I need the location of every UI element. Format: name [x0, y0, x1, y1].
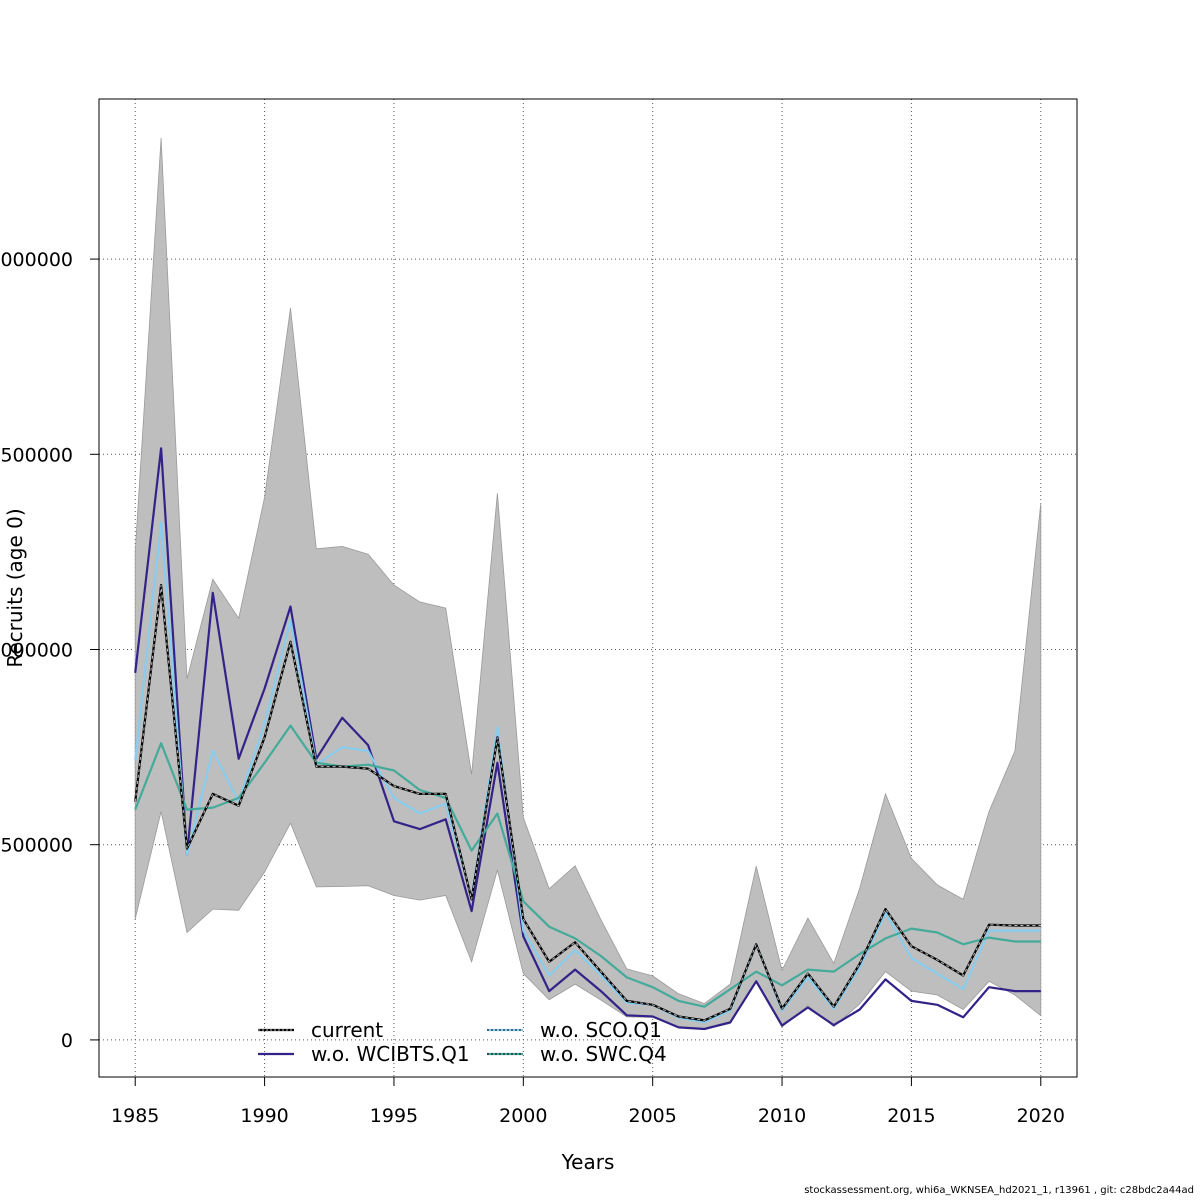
- y-tick-label: 1500000: [0, 444, 73, 466]
- y-tick-label: 1000000: [0, 639, 73, 661]
- legend-label-w-o-wcibts-q1: w.o. WCIBTS.Q1: [311, 1042, 470, 1066]
- axes: 1985 1990 1995 2000 2005 2010 2015 2020 0 500000 1…: [0, 249, 1065, 1127]
- series-lines: [134, 447, 1041, 1031]
- x-tick-label: 2000: [499, 1105, 547, 1127]
- series-line-w-o-sco-q1: [134, 521, 1041, 1024]
- footer-source: stockassessment.org, whi6a_WKNSEA_hd2021…: [804, 1185, 1194, 1196]
- x-tick-label: 1995: [370, 1105, 418, 1127]
- x-tick-label: 1990: [240, 1105, 288, 1127]
- legend-label-current: current: [311, 1018, 383, 1042]
- y-tick-label: 0: [61, 1030, 73, 1052]
- x-axis-title: Years: [561, 1150, 615, 1174]
- x-tick-label: 1985: [111, 1105, 159, 1127]
- x-tick-label: 2010: [758, 1105, 806, 1127]
- series-line-w-o-swc-q4: [134, 724, 1041, 1008]
- x-tick-label: 2015: [887, 1105, 935, 1127]
- x-tick-label: 2020: [1017, 1105, 1065, 1127]
- y-tick-label: 500000: [0, 835, 73, 857]
- x-tick-label: 2005: [629, 1105, 677, 1127]
- legend-label-w-o-swc-q4: w.o. SWC.Q4: [540, 1042, 667, 1066]
- legend-label-w-o-sco-q1: w.o. SCO.Q1: [540, 1018, 662, 1042]
- confidence-band-area: [134, 137, 1042, 1030]
- y-tick-label: 2000000: [0, 249, 73, 271]
- y-axis-title: Recruits (age 0): [3, 508, 27, 667]
- series-line-w-o-wcibts-q1: [134, 447, 1041, 1031]
- confidence-band: [134, 137, 1042, 1030]
- series-line-current-overlay: [134, 585, 1041, 1021]
